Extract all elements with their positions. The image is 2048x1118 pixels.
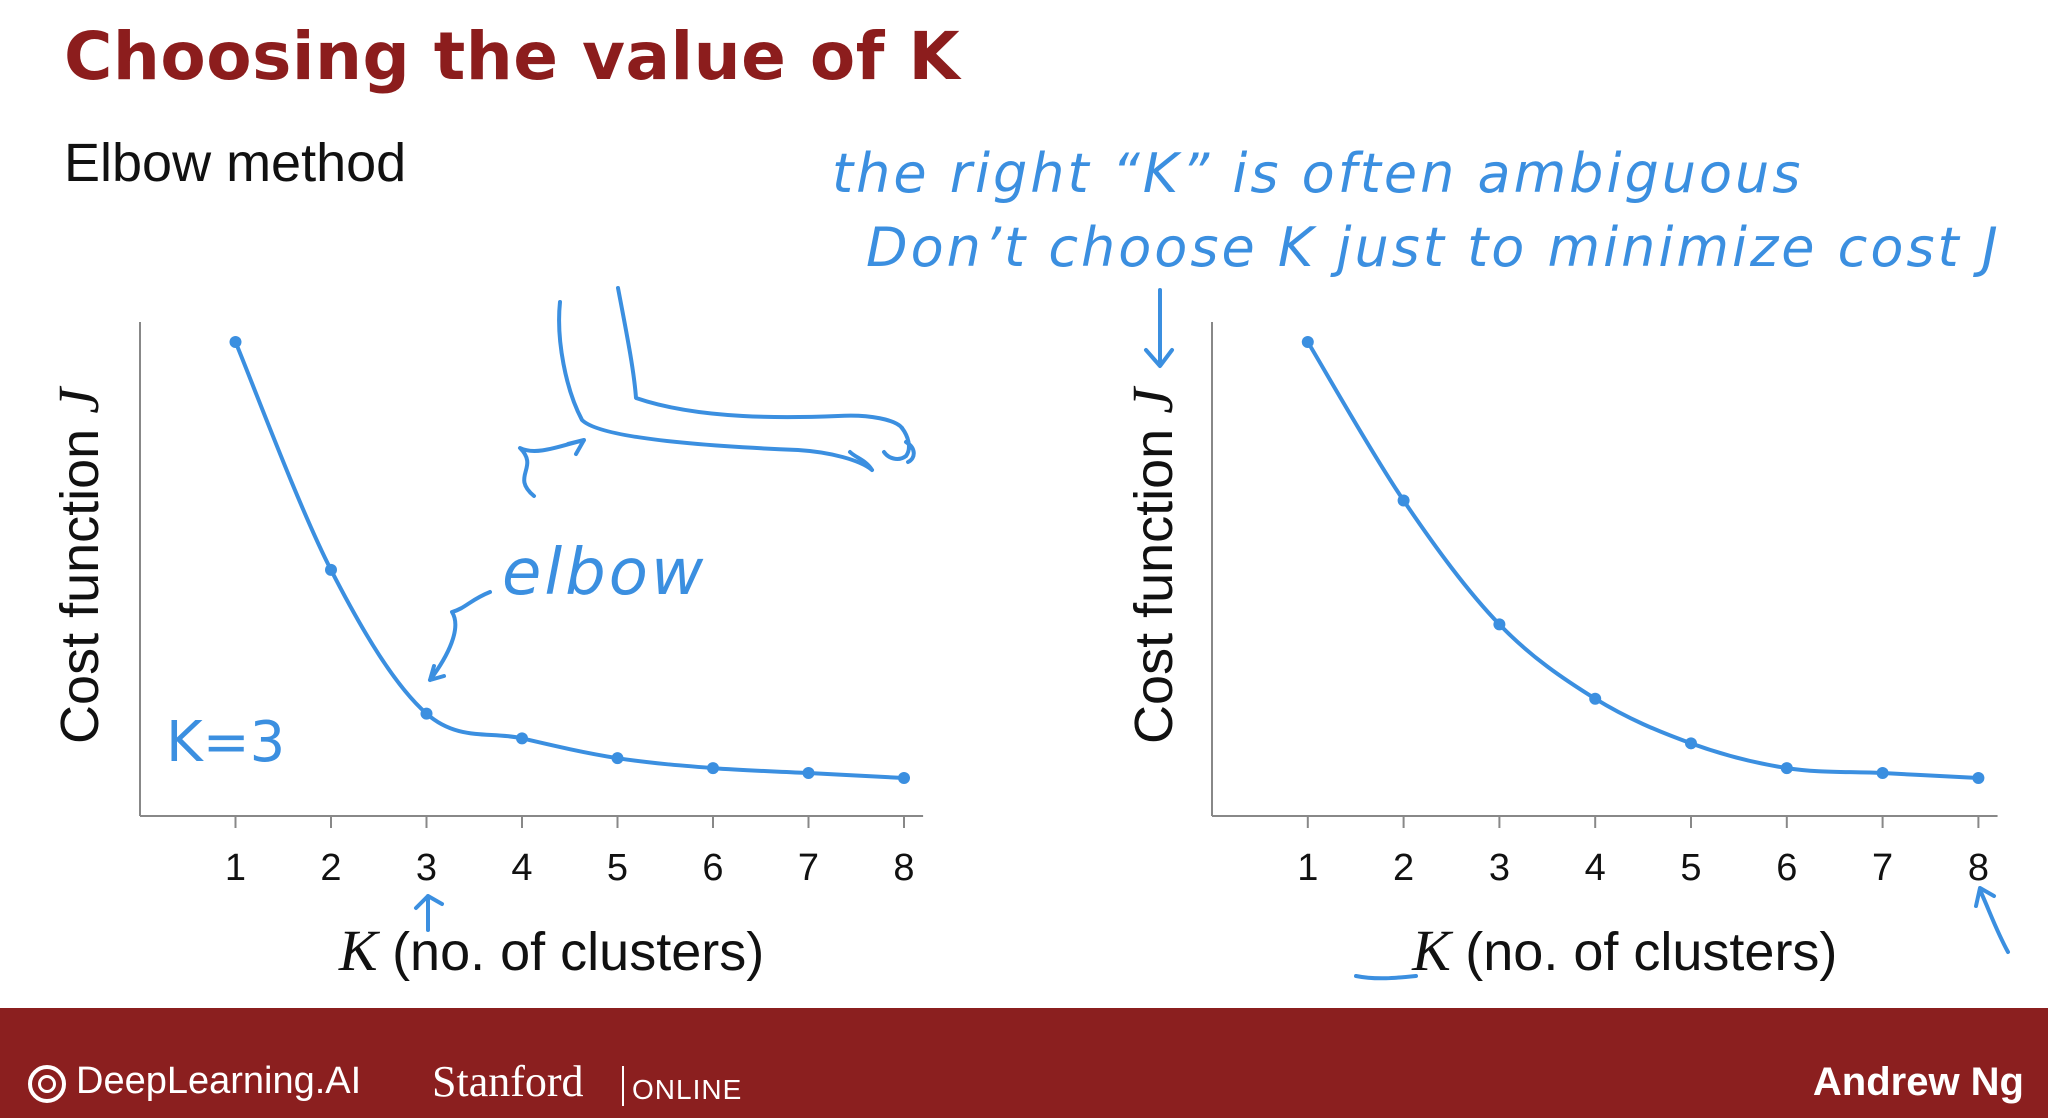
data-point [707, 762, 719, 775]
handwritten-annotations [414, 286, 2010, 981]
data-point [898, 772, 910, 784]
x-tick-label: 8 [1968, 847, 1989, 889]
x-tick-label: 5 [607, 847, 628, 889]
x-axis-label: K (no. of clusters) [338, 918, 764, 983]
x-axis-label-text: (no. of clusters) [1465, 922, 1837, 982]
y-axis-label-var: J [46, 385, 111, 414]
y-axis-label-var: J [1120, 385, 1185, 414]
deeplearning-logo-icon [28, 1065, 66, 1103]
data-point [1780, 762, 1793, 775]
chart-left-elbow: 1 2 3 4 5 6 7 8 K (no. of clusters) Cost function… [46, 322, 924, 983]
x-tick-label: 4 [1585, 847, 1606, 889]
x-tick-label: 6 [702, 847, 723, 889]
y-axis-label: Cost function J [1120, 385, 1185, 744]
y-axis-label-text: Cost function [1124, 414, 1184, 744]
data-point [516, 732, 528, 745]
elbow-arrow-up [518, 438, 586, 498]
annotation-note-ambiguous: the right “K” is often ambiguous [832, 142, 1804, 205]
data-point [802, 767, 815, 780]
x-tick-label: 7 [798, 847, 819, 889]
slide-subtitle: Elbow method [64, 133, 407, 193]
annotation-k3-label: K=3 [166, 710, 286, 775]
data-point [1685, 737, 1697, 750]
y-axis-label: Cost function J [46, 385, 111, 744]
slide-title: Choosing the value of K [64, 18, 961, 95]
deeplearning-logo-text: DeepLearning.AI [76, 1060, 362, 1102]
data-point [1972, 772, 1985, 784]
j-arrow [1144, 288, 1174, 368]
x-tick-label: 5 [1680, 847, 1701, 889]
data-point [325, 563, 337, 576]
x-tick-label: 7 [1872, 847, 1893, 889]
x-tick-label: 6 [1776, 847, 1797, 889]
data-point [420, 707, 433, 720]
data-point [229, 336, 242, 348]
logo-divider [622, 1066, 624, 1106]
x-tick-label: 2 [320, 847, 341, 889]
charts-canvas: 1 2 3 4 5 6 7 8 K (no. of clusters) Cost function… [46, 286, 2010, 983]
data-point [611, 752, 624, 765]
y-axis-label-text: Cost function [50, 414, 110, 744]
x-tick-label: 1 [1297, 847, 1318, 889]
k8-arrow [1974, 886, 2010, 954]
stanford-online-text: ONLINE [632, 1074, 743, 1105]
x-tick-label: 1 [225, 847, 246, 889]
footer-bar: DeepLearning.AI Stanford ONLINE Andrew N… [0, 1008, 2048, 1118]
data-point [1876, 767, 1889, 780]
x-tick-label: 3 [416, 847, 437, 889]
annotation-note-dont-minimize: Don’t choose K just to minimize cost J [866, 216, 2001, 279]
data-point [1589, 692, 1602, 705]
data-point [1301, 336, 1314, 348]
x-tick-label: 3 [1489, 847, 1510, 889]
k-underline [1354, 974, 1418, 981]
series-line [1305, 340, 1981, 780]
x-axis-label-var: K [1411, 918, 1465, 983]
annotation-elbow-label: elbow [502, 536, 707, 610]
elbow-arrow-down [428, 590, 492, 682]
chart-right-smooth: 1 2 3 4 5 6 7 8 K (no. of clusters) Cost function… [1120, 322, 1998, 983]
arm-sketch-upper [616, 286, 904, 430]
x-tick-label: 4 [511, 847, 532, 889]
arm-sketch [557, 300, 874, 472]
x-tick-label: 8 [893, 847, 914, 889]
x-axis-label-text: (no. of clusters) [392, 922, 764, 982]
x-axis-label: K (no. of clusters) [1411, 918, 1837, 983]
data-point [1397, 494, 1410, 507]
k3-arrow [414, 894, 444, 932]
data-point [1493, 618, 1506, 631]
hand-sketch [848, 426, 916, 472]
x-axis-label-var: K [338, 918, 392, 983]
stanford-logo-text: Stanford [432, 1057, 584, 1106]
x-tick-label: 2 [1393, 847, 1414, 889]
author-name: Andrew Ng [1812, 1060, 2024, 1104]
